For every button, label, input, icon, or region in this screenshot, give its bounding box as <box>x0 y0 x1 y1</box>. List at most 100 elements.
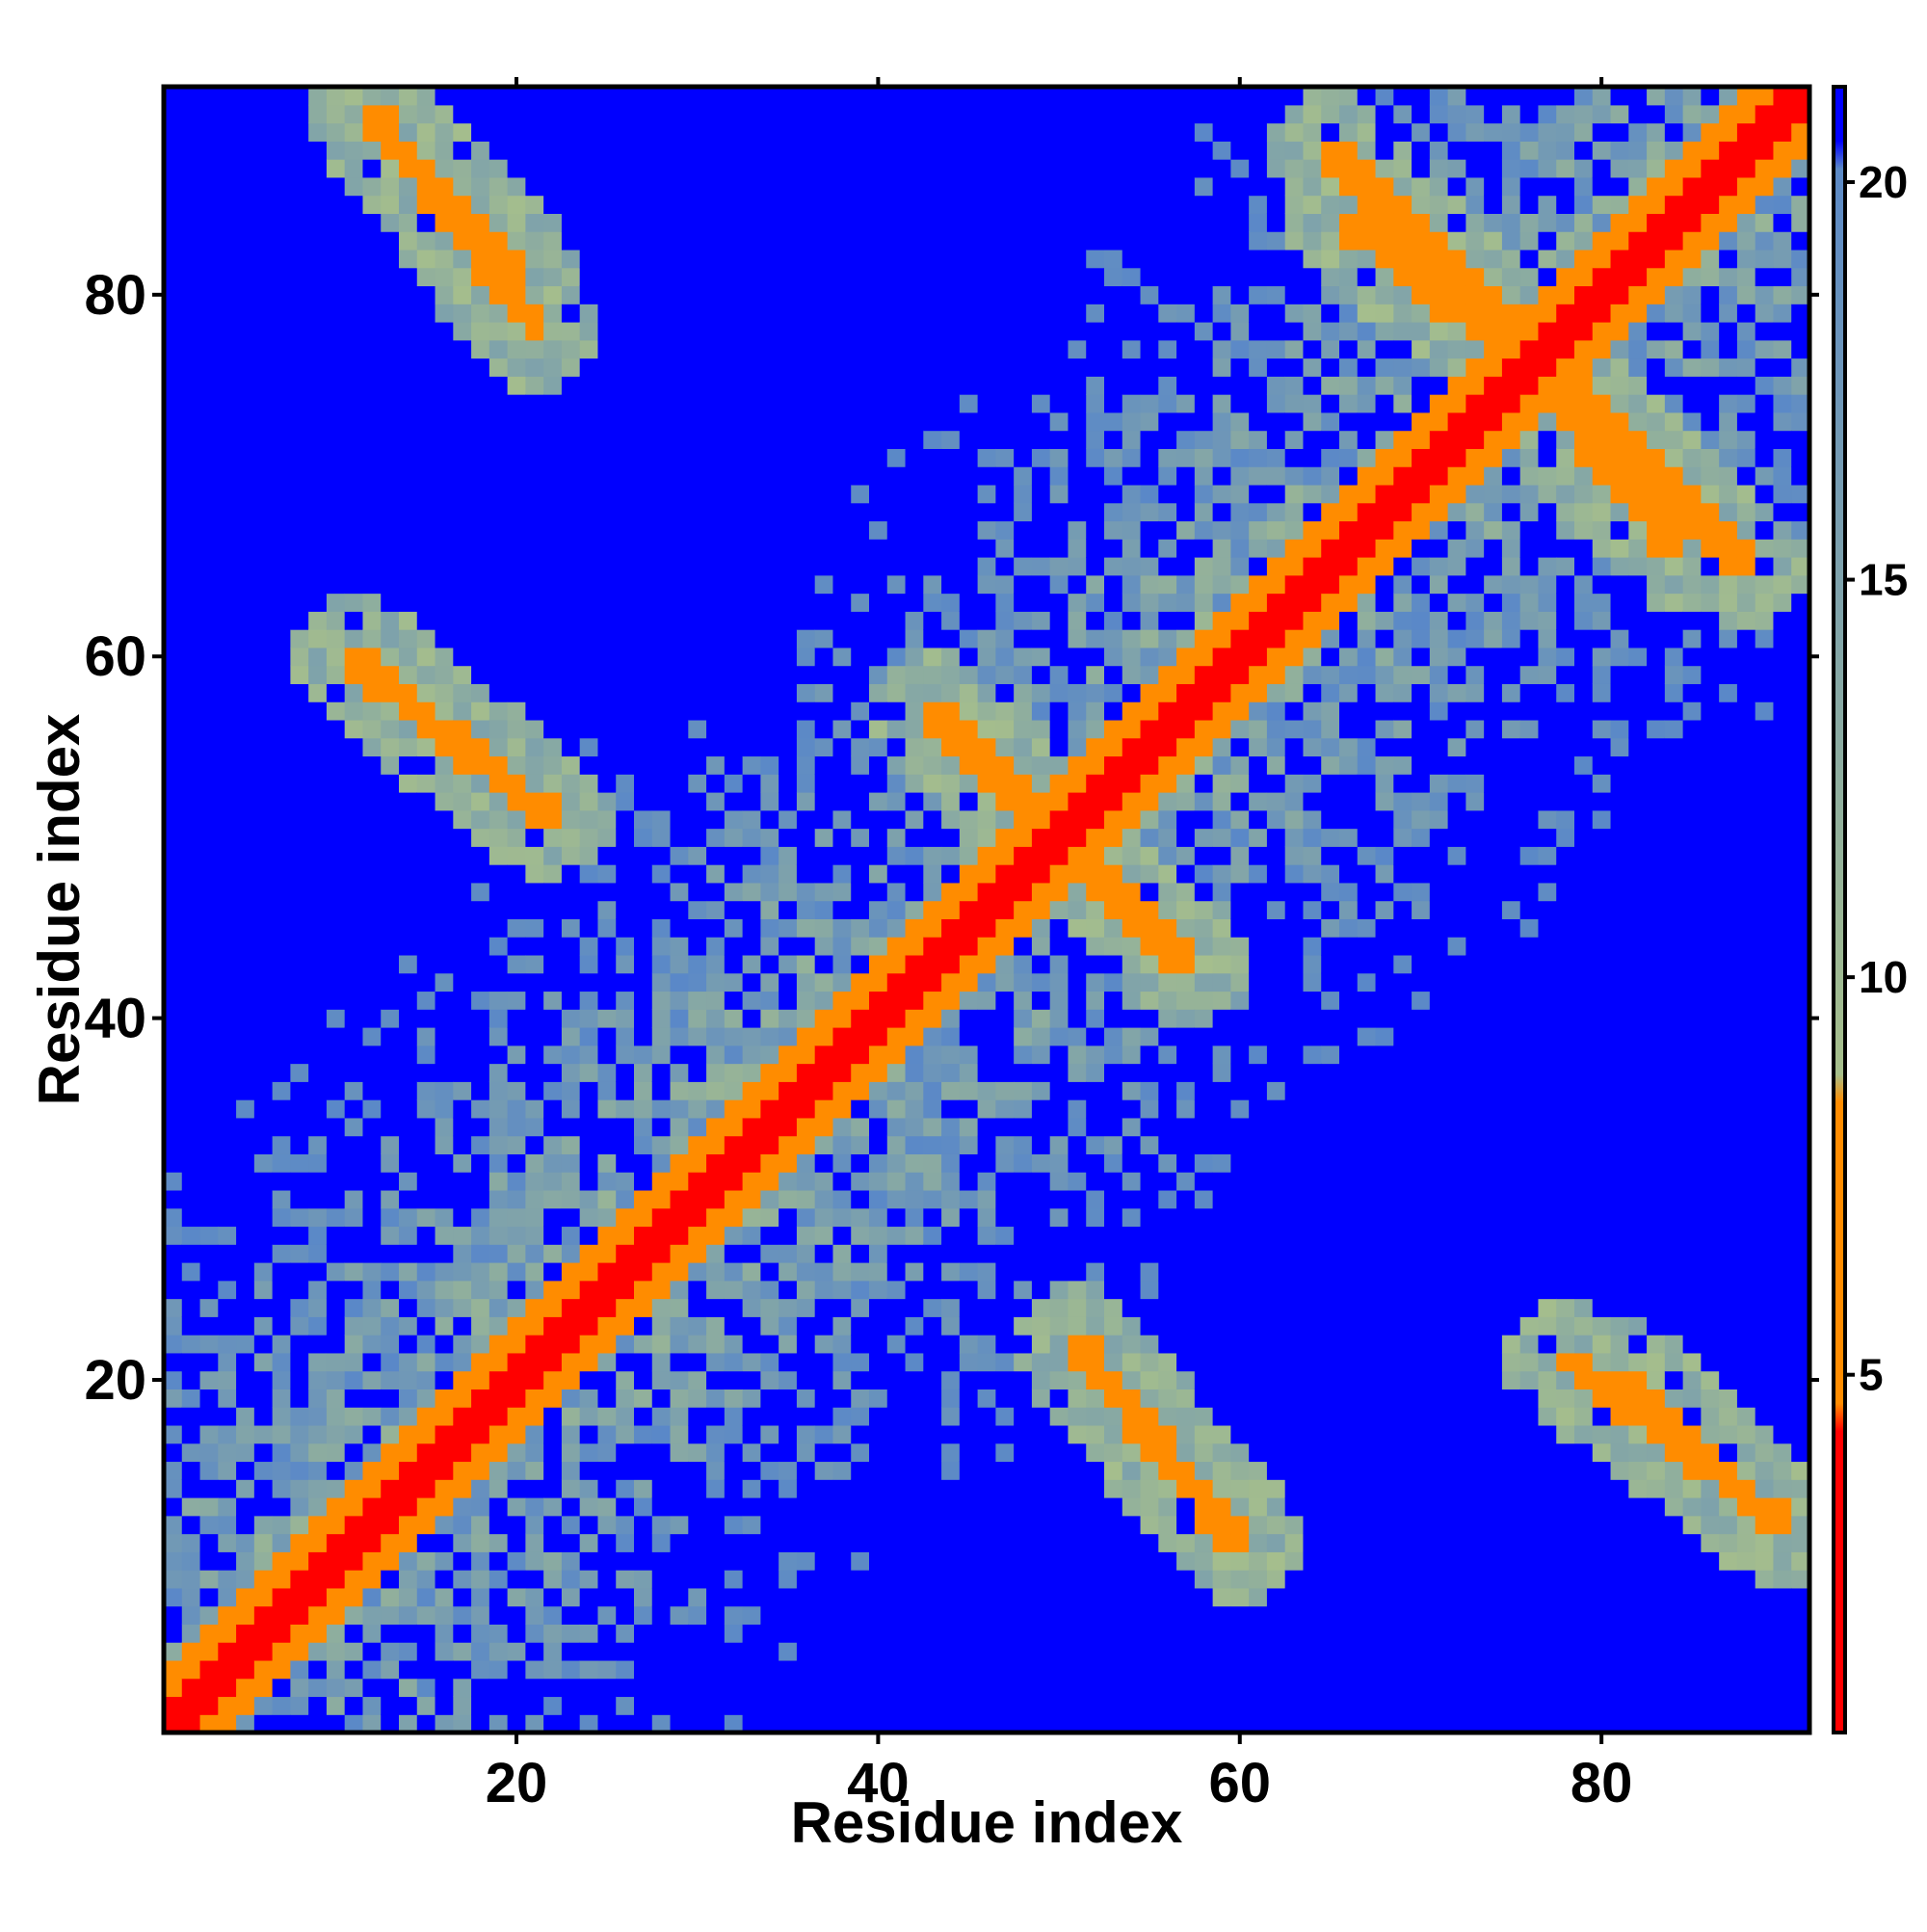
heatmap-cell <box>742 1442 761 1463</box>
heatmap-cell <box>579 1587 599 1607</box>
heatmap-cell <box>706 1407 726 1426</box>
heatmap-cell <box>959 87 979 106</box>
heatmap-cell <box>724 918 744 938</box>
heatmap-cell <box>814 972 834 992</box>
heatmap-cell <box>1086 285 1105 304</box>
heatmap-cell <box>742 339 761 359</box>
heatmap-cell <box>779 249 798 269</box>
heatmap-cell <box>488 411 509 432</box>
heatmap-cell <box>399 1117 418 1137</box>
heatmap-cell <box>453 1045 472 1065</box>
heatmap-cell <box>290 1533 309 1552</box>
heatmap-cell <box>326 322 346 341</box>
heatmap-cell <box>1104 846 1123 865</box>
heatmap-cell <box>1031 1515 1051 1535</box>
heatmap-cell <box>616 104 635 124</box>
heatmap-cell <box>977 249 996 269</box>
heatmap-cell <box>977 1497 996 1517</box>
heatmap-cell <box>1049 1587 1069 1607</box>
heatmap-cell <box>869 737 888 757</box>
heatmap-cell <box>1086 846 1105 865</box>
heatmap-cell <box>507 231 526 251</box>
heatmap-cell <box>253 1533 274 1552</box>
heatmap-cell <box>706 828 726 847</box>
heatmap-cell <box>236 1570 255 1589</box>
heatmap-cell <box>290 1099 309 1119</box>
heatmap-cell <box>814 1370 834 1389</box>
heatmap-cell <box>796 1479 816 1498</box>
heatmap-cell <box>923 1262 942 1282</box>
heatmap-cell <box>651 267 672 287</box>
heatmap-cell <box>308 1370 328 1389</box>
heatmap-cell <box>760 1027 779 1046</box>
heatmap-cell <box>724 1515 744 1535</box>
heatmap-cell <box>796 502 816 522</box>
heatmap-cell <box>416 683 436 702</box>
heatmap-cell <box>905 991 924 1010</box>
heatmap-cell <box>199 665 219 684</box>
heatmap-cell <box>164 1678 183 1698</box>
heatmap-cell <box>308 122 328 142</box>
heatmap-cell <box>832 1352 852 1372</box>
heatmap-cell <box>181 1316 201 1336</box>
heatmap-cell <box>218 954 237 974</box>
heatmap-cell <box>416 1407 436 1426</box>
heatmap-cell <box>1031 900 1051 919</box>
heatmap-cell <box>507 1551 526 1571</box>
heatmap-cell <box>381 1280 400 1300</box>
heatmap-cell <box>416 1335 436 1354</box>
heatmap-cell <box>616 1244 635 1263</box>
heatmap-cell <box>236 1442 255 1463</box>
heatmap-cell <box>941 1335 961 1354</box>
heatmap-cell <box>886 1081 907 1100</box>
heatmap-cell <box>779 774 798 793</box>
heatmap-cell <box>616 629 635 648</box>
heatmap-cell <box>272 937 291 956</box>
heatmap-cell <box>688 809 707 830</box>
heatmap-cell <box>525 466 544 486</box>
heatmap-cell <box>1068 1424 1087 1444</box>
heatmap-cell <box>634 1099 653 1119</box>
heatmap-cell <box>1140 954 1159 974</box>
heatmap-cell <box>326 357 346 377</box>
heatmap-cell <box>977 285 996 304</box>
heatmap-cell <box>851 954 870 974</box>
heatmap-cell <box>525 972 544 992</box>
heatmap-cell <box>796 1298 816 1317</box>
heatmap-cell <box>507 1370 526 1389</box>
heatmap-cell <box>724 972 744 992</box>
heatmap-cell <box>435 683 454 702</box>
heatmap-cell <box>724 557 744 576</box>
heatmap-cell <box>706 954 726 974</box>
heatmap-cell <box>779 1678 798 1698</box>
heatmap-cell <box>742 972 761 992</box>
heatmap-cell <box>579 87 599 106</box>
heatmap-cell <box>579 972 599 992</box>
heatmap-cell <box>869 1370 888 1389</box>
heatmap-cell <box>651 900 672 919</box>
heatmap-cell <box>851 611 870 630</box>
heatmap-cell <box>399 484 418 504</box>
heatmap-cell <box>488 574 509 595</box>
heatmap-cell <box>688 1009 707 1028</box>
heatmap-cell <box>869 991 888 1010</box>
heatmap-cell <box>416 737 436 757</box>
heatmap-cell <box>706 1605 726 1625</box>
heatmap-cell <box>941 665 961 684</box>
heatmap-cell <box>507 249 526 269</box>
heatmap-cell <box>706 1461 726 1480</box>
heatmap-cell <box>1068 1135 1087 1154</box>
heatmap-cell <box>1014 1570 1033 1589</box>
heatmap-cell <box>435 1551 454 1571</box>
heatmap-cell <box>1140 285 1159 304</box>
heatmap-cell <box>796 285 816 304</box>
heatmap-cell <box>1049 430 1069 449</box>
heatmap-cell <box>1122 972 1142 992</box>
heatmap-cell <box>616 1316 635 1336</box>
heatmap-cell <box>236 1316 255 1336</box>
heatmap-cell <box>253 1659 274 1680</box>
heatmap-cell <box>1122 1081 1142 1100</box>
heatmap-cell <box>651 629 672 648</box>
heatmap-cell <box>525 755 544 775</box>
heatmap-cell <box>381 357 400 377</box>
